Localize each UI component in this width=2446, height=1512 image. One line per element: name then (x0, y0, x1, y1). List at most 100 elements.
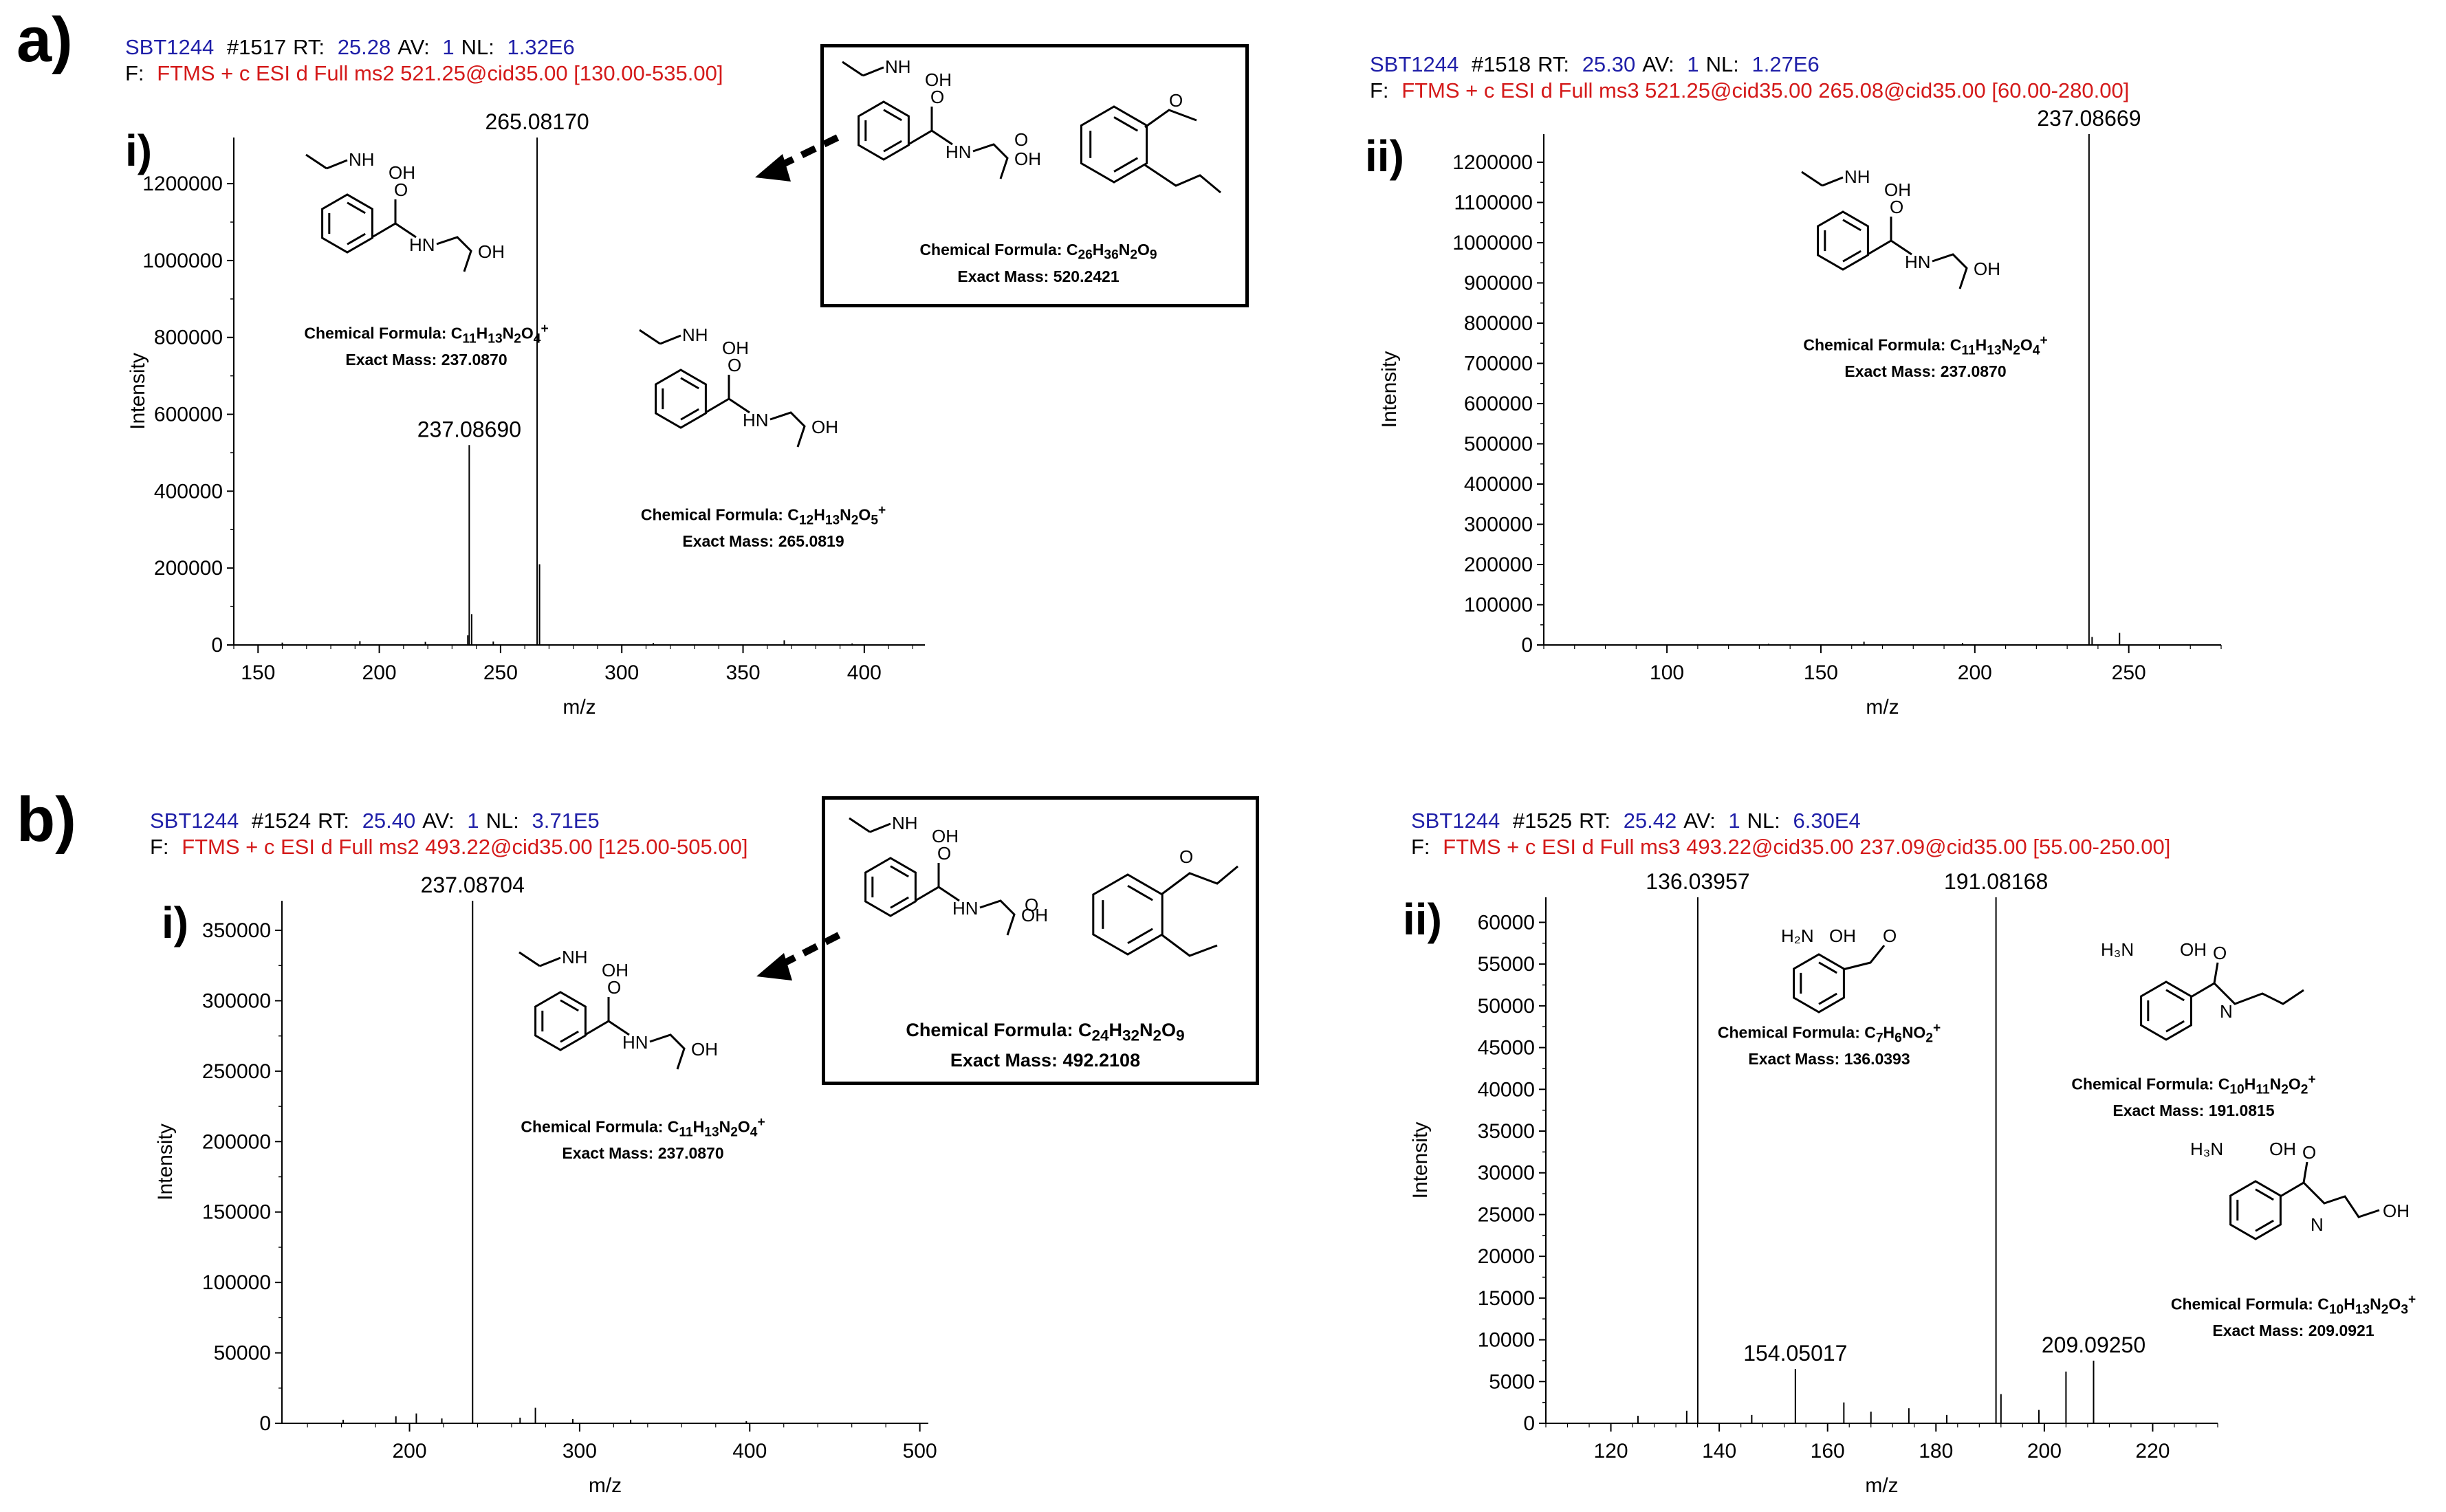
x-tick-label: 150 (1804, 661, 1838, 684)
atom-label: NH (682, 325, 708, 345)
bond (1161, 865, 1238, 957)
fragment-structure-136: H₂N OH O (1781, 925, 1897, 1014)
x-tick-label: 150 (241, 661, 275, 684)
macrocycle-ring (1092, 873, 1164, 956)
atom-label: NH (892, 813, 918, 833)
bond (1932, 253, 1968, 289)
x-tick-label: 350 (725, 661, 760, 684)
benzene-ring (864, 857, 917, 917)
x-axis-title: m/z (1866, 696, 1899, 719)
x-tick-label: 200 (392, 1440, 426, 1462)
aromatic-bond (883, 109, 902, 122)
arrow-head (755, 154, 791, 182)
y-tick-label: 600000 (154, 404, 223, 426)
y-tick-label: 1200000 (1452, 151, 1533, 174)
x-tick-label: 220 (2135, 1440, 2170, 1462)
atom-label: O (1014, 129, 1028, 150)
bond (305, 153, 348, 170)
atom-label: NH (885, 56, 911, 77)
x-tick-label: 250 (483, 661, 518, 684)
sublabel-a-i: i) (125, 126, 153, 175)
spectrum-a-i: 0 200000 400000 600000 800000 1000000 1200000 1… (127, 109, 925, 719)
y-tick-label: 800000 (1464, 312, 1533, 335)
aromatic-bond (1127, 928, 1153, 945)
benzene-ring (858, 100, 910, 161)
aromatic-bond (2255, 1219, 2274, 1232)
atom-label: OH (1829, 925, 1856, 946)
fragment-structure-191: H₃N OH O N (2101, 939, 2304, 1041)
y-tick-label: 200000 (154, 557, 223, 580)
y-tick-label: 55000 (1478, 953, 1535, 976)
y-tick-label: 10000 (1478, 1329, 1535, 1352)
exact-mass-text: Exact Mass: 237.0870 (345, 351, 507, 369)
y-tick-label: 300000 (202, 989, 271, 1012)
y-tick-label: 1000000 (142, 250, 223, 272)
x-axis-title: m/z (1865, 1474, 1898, 1497)
sublabel-b-i: i) (162, 898, 189, 947)
y-tick-label: 1200000 (142, 173, 223, 195)
atom-label: OH (1884, 179, 1911, 200)
atom-label: HN (952, 898, 979, 919)
peak-label: 237.08704 (421, 873, 525, 897)
spectrum-a-ii: 0 100000 200000 300000 400000 500000 600000 700… (1378, 106, 2222, 719)
peak-label: 136.03957 (1646, 869, 1749, 894)
atom-label: OH (1974, 259, 2000, 279)
formula-caption-parent-a: Chemical Formula: C26H36N2O9 Exact Mass:… (880, 239, 1197, 287)
atom-label: OH (2269, 1139, 2296, 1159)
aromatic-bond (883, 140, 902, 153)
x-axis-title: m/z (563, 696, 596, 719)
aromatic-bond (1113, 116, 1139, 132)
atom-label: O (728, 355, 741, 375)
y-tick-label: 50000 (214, 1342, 271, 1365)
atom-label: O (937, 843, 951, 864)
spectrum-header-b-ii: SBT1244 #1525 RT: 25.42 AV: 1 NL: 6.30E4 F:… (1411, 809, 2171, 859)
bond (2280, 1161, 2380, 1218)
exact-mass-text: Exact Mass: 520.2421 (957, 267, 1120, 285)
atom-label: OH (925, 69, 952, 90)
y-tick-label: 100000 (202, 1271, 271, 1294)
aromatic-bond (560, 1030, 579, 1043)
x-tick-label: 200 (2027, 1440, 2062, 1462)
bond (1144, 109, 1221, 194)
spectrum-header-a-ii: SBT1244 #1518 RT: 25.30 AV: 1 NL: 1.27E6 F:… (1370, 52, 2130, 102)
atom-label: O (1025, 895, 1038, 915)
y-tick-label: 50000 (1478, 995, 1535, 1018)
bond (1842, 945, 1886, 971)
peak-label: 209.09250 (2042, 1333, 2145, 1357)
atom-label: H₃N (2190, 1139, 2223, 1159)
aromatic-bond (1842, 219, 1861, 232)
y-tick-label: 0 (211, 634, 223, 657)
formula-text: Chemical Formula: C24H32N2O9 (906, 1020, 1185, 1044)
y-tick-label: 600000 (1464, 393, 1533, 415)
sublabel-a-ii: ii) (1365, 131, 1404, 181)
fragment-structure-209: H₃N OH O N OH (2190, 1139, 2410, 1240)
aromatic-bond (347, 232, 366, 245)
atom-label: N (2311, 1214, 2324, 1235)
exact-mass-text: Exact Mass: 136.0393 (1748, 1050, 1910, 1069)
atom-label: O (394, 179, 408, 200)
exact-mass-text: Exact Mass: 237.0870 (1844, 362, 2007, 381)
y-tick-label: 200000 (1464, 554, 1533, 576)
y-axis-title: Intensity (1409, 1122, 1432, 1199)
y-tick-label: 25000 (1478, 1203, 1535, 1226)
atom-label: OH (722, 338, 749, 358)
formula-caption-209-b-ii: Chemical Formula: C10H13N2O3+ Exact Mass… (2142, 1289, 2445, 1341)
bond (842, 61, 884, 77)
bond (908, 107, 953, 146)
atom-label: O (607, 977, 621, 998)
formula-caption-237-a-i: Chemical Formula: C11H13N2O4+ Exact Mass… (275, 318, 578, 371)
peak-label: 265.08170 (485, 109, 589, 134)
y-tick-label: 500000 (1464, 432, 1533, 455)
bond (705, 375, 750, 414)
aromatic-bond (1842, 250, 1861, 263)
y-tick-label: 5000 (1489, 1370, 1535, 1393)
arrow-head (756, 953, 792, 980)
y-tick-label: 150000 (202, 1201, 271, 1224)
x-tick-label: 140 (1702, 1440, 1736, 1462)
